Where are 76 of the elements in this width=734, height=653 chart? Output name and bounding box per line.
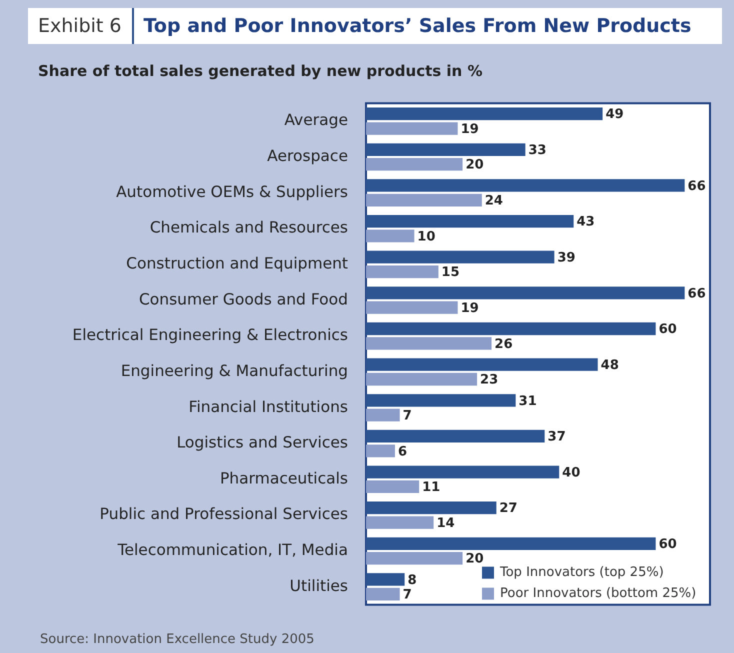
text: Exhibit 6 <box>28 8 134 44</box>
data-label: 15 <box>441 265 460 280</box>
data-label: 40 <box>562 465 580 480</box>
data-label: 66 <box>688 286 706 302</box>
chart-title: Top and Poor Innovators’ Sales From New Products <box>142 15 692 37</box>
y-tick-label: Public and Professional Services <box>100 505 348 524</box>
data-label: 14 <box>436 516 455 531</box>
bar <box>366 301 458 314</box>
data-label: 31 <box>518 394 537 409</box>
data-label: 43 <box>576 214 595 230</box>
legend-label: Poor Innovators (bottom 25%) <box>500 586 696 602</box>
y-tick-label: Electrical Engineering & Electronics <box>72 326 348 344</box>
y-tick-label: Pharmaceuticals <box>220 469 348 488</box>
bar <box>366 408 400 422</box>
bar <box>366 286 685 300</box>
bar <box>366 516 434 529</box>
data-label: 7 <box>402 408 412 424</box>
data-label: 33 <box>528 143 546 158</box>
y-tick-label: Consumer Goods and Food <box>138 290 348 308</box>
source-note: Source: Innovation Excellence Study 2005 <box>40 632 314 647</box>
bar <box>366 552 463 565</box>
bar <box>366 143 526 156</box>
data-label: 20 <box>466 552 484 567</box>
bar <box>366 480 420 494</box>
bar <box>366 250 554 264</box>
bar <box>366 337 492 350</box>
data-label: 49 <box>606 107 624 122</box>
data-label: 39 <box>557 250 576 266</box>
data-label: 20 <box>466 158 484 173</box>
y-tick-label: Financial Institutions <box>188 398 348 416</box>
bar <box>366 322 656 336</box>
legend-label: Top Innovators (top 25%) <box>499 565 664 580</box>
y-tick-label: Telecommunication, IT, Media <box>116 541 348 560</box>
y-tick-label: Aerospace <box>267 147 348 166</box>
bar <box>366 444 395 458</box>
bar <box>366 502 496 514</box>
bar <box>366 394 516 407</box>
bar <box>366 265 438 278</box>
data-label: 19 <box>460 300 479 316</box>
bar <box>366 573 405 586</box>
data-label: 8 <box>408 572 417 588</box>
bar <box>366 179 685 192</box>
y-tick-label: Average <box>284 111 348 130</box>
data-label: 24 <box>484 194 503 209</box>
data-label: 10 <box>417 229 436 244</box>
bar <box>366 537 656 550</box>
bar <box>366 358 598 371</box>
data-label: 37 <box>548 430 566 445</box>
data-label: 6 <box>398 444 408 460</box>
bar <box>366 194 482 206</box>
bar <box>366 158 463 171</box>
y-tick-label: Automotive OEMs & Suppliers <box>116 182 348 201</box>
data-label: 27 <box>499 501 518 516</box>
bar <box>366 372 478 386</box>
data-label: 26 <box>494 336 513 352</box>
data-label: 7 <box>402 588 412 603</box>
chart-subtitle: Share of total sales generated by new products in % <box>38 62 482 80</box>
bar <box>366 588 400 600</box>
y-tick-label: Engineering & Manufacturing <box>120 362 348 380</box>
y-tick-label: Utilities <box>290 576 348 595</box>
data-label: 11 <box>422 480 440 496</box>
bar <box>366 230 414 242</box>
bar <box>366 430 545 443</box>
y-tick-label: Chemicals and Resources <box>150 218 348 237</box>
data-label: 48 <box>600 358 619 373</box>
bar <box>366 466 560 478</box>
data-label: 19 <box>460 122 479 137</box>
bar <box>366 108 603 120</box>
y-tick-label: Logistics and Services <box>176 434 348 452</box>
data-label: 60 <box>658 322 677 338</box>
data-label: 60 <box>658 537 677 552</box>
bar <box>366 214 574 228</box>
bar <box>366 122 458 135</box>
data-label: 66 <box>688 178 706 194</box>
y-tick-label: Construction and Equipment <box>126 254 348 272</box>
data-label: 23 <box>480 372 498 388</box>
